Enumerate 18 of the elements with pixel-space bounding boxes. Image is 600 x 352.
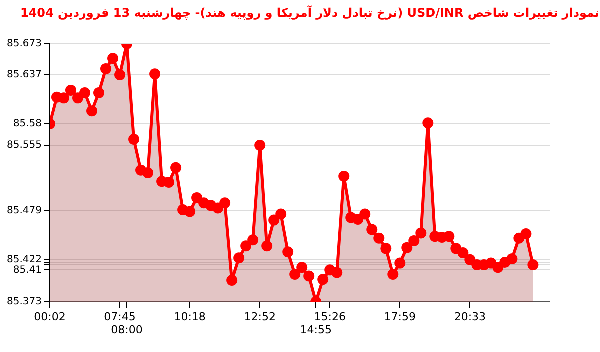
y-tick-label: 85.555 — [7, 140, 42, 152]
x-tick-label: 08:00 — [111, 324, 143, 337]
y-tick-label: 85.479 — [7, 205, 42, 216]
x-tick-label: 07:45 — [104, 310, 136, 324]
y-tick-label: 85.673 — [7, 38, 42, 50]
x-tick-label: 14:55 — [300, 324, 332, 337]
y-tick-label: 85.373 — [7, 296, 42, 308]
x-tick-label: 00:02 — [34, 310, 66, 324]
y-tick-label: 85.58 — [13, 118, 42, 130]
x-tick-label: 10:18 — [174, 310, 206, 324]
x-tick-label: 15:26 — [314, 310, 346, 324]
y-tick-label: 85.422 — [7, 254, 42, 266]
x-tick-label: 20:33 — [454, 310, 486, 324]
chart-title: نمودار تغییرات شاخص USD/INR (نرخ تبادل دلار آمریکا و روپیه هند)- چهارشنبه 13 فروردین 1404 — [19, 6, 600, 20]
x-tick-label: 12:52 — [244, 310, 276, 324]
y-tick-label: 85.41 — [13, 264, 42, 276]
x-tick-label: 17:59 — [384, 310, 416, 324]
y-tick-label: 85.637 — [7, 70, 42, 81]
